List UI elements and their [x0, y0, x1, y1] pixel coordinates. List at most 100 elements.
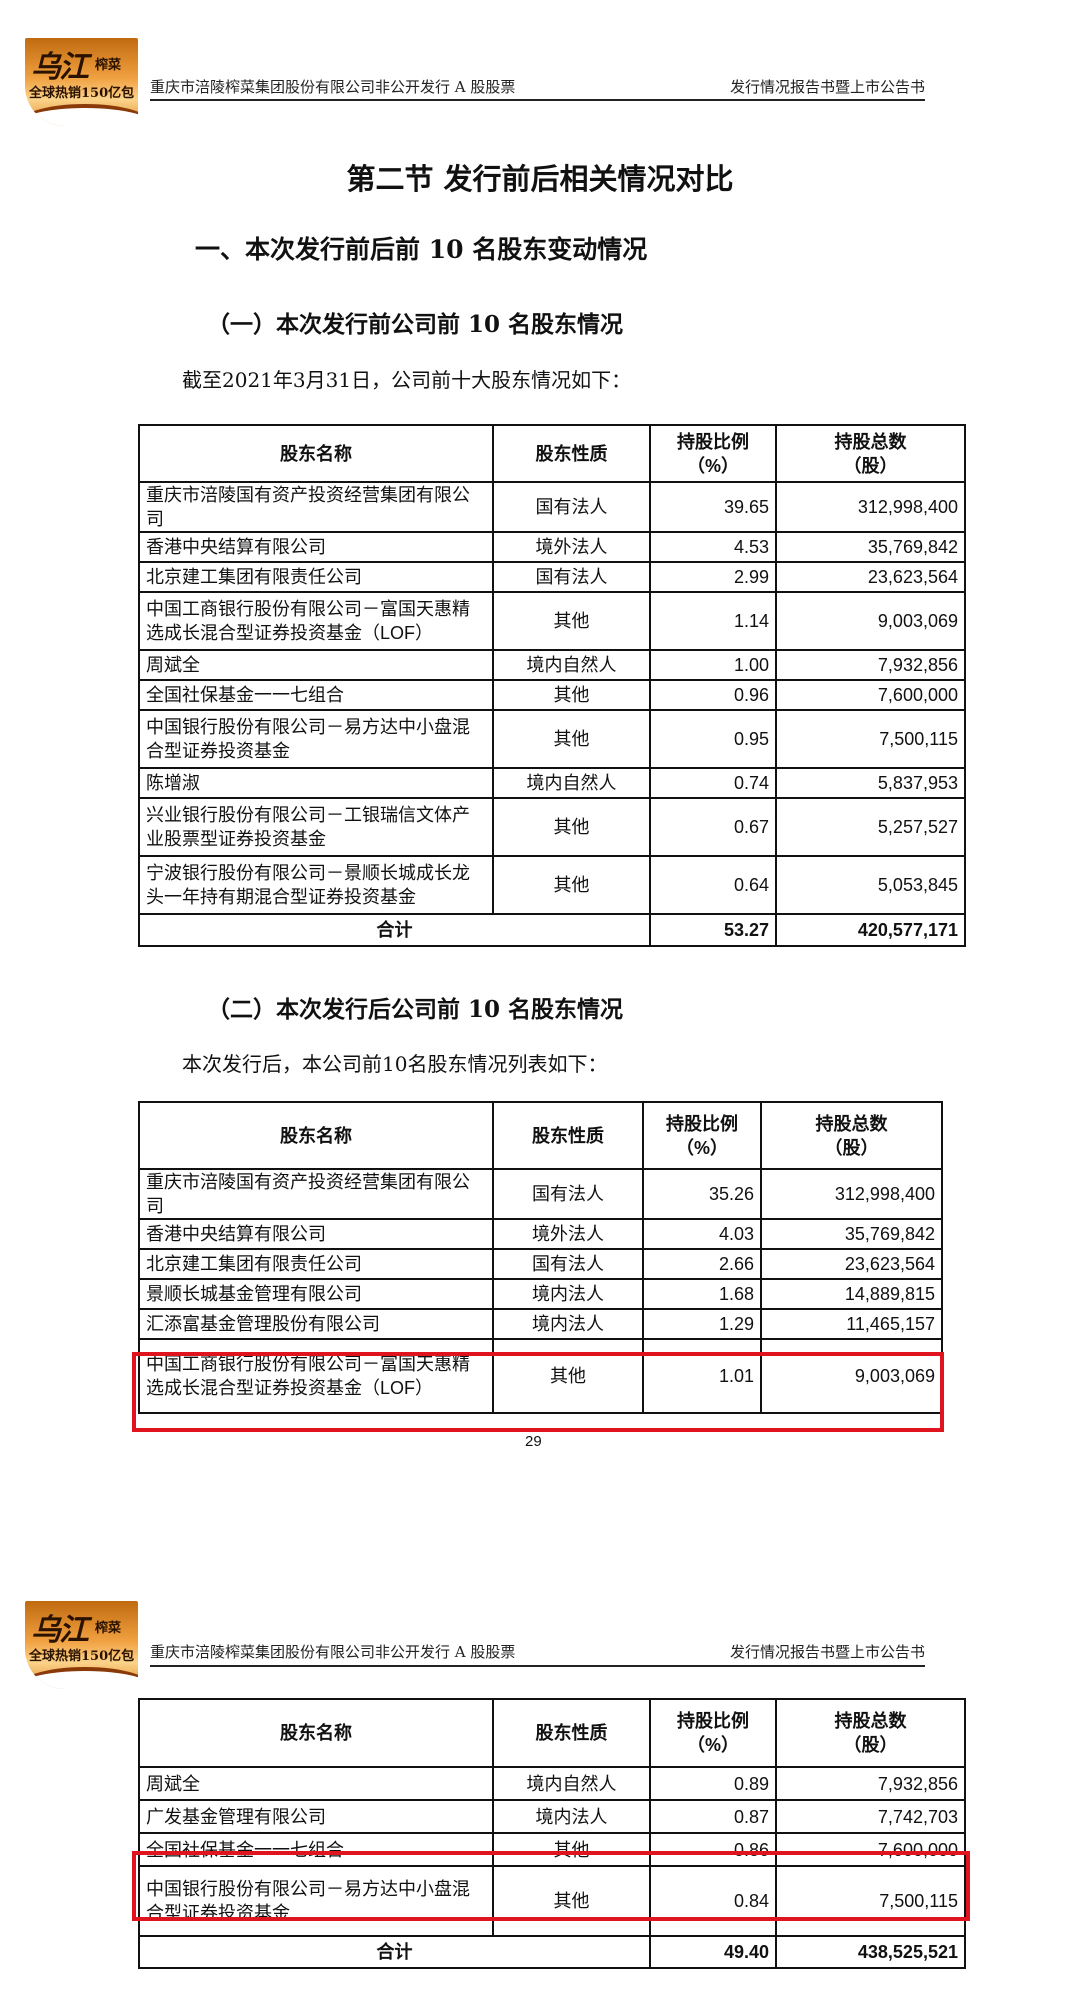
holding-ratio: 35.26: [642, 1168, 762, 1220]
header-ratio-label: 持股比例（%）: [676, 431, 749, 476]
holding-ratio: 1.68: [642, 1278, 762, 1310]
holding-ratio: 0.96: [649, 679, 777, 711]
header-ratio: 持股比例（%）: [649, 1698, 777, 1768]
total-shares: 7,932,856: [775, 649, 966, 681]
table-row: 陈增淑 境内自然人 0.74 5,837,953: [138, 767, 966, 799]
table-row: 北京建工集团有限责任公司 国有法人 2.99 23,623,564: [138, 561, 966, 593]
shareholder-name: 广发基金管理有限公司: [138, 1799, 494, 1834]
shareholder-type: 国有法人: [492, 561, 651, 593]
header-type: 股东性质: [492, 1101, 644, 1170]
table-row: 中国银行股份有限公司－易方达中小盘混合型证券投资基金 其他 0.95 7,500,11…: [138, 709, 966, 769]
total-shares: 7,600,000: [775, 679, 966, 711]
company-logo: 乌江 榨菜 全球热销150亿包: [25, 38, 138, 126]
header-ratio-label: 持股比例（%）: [676, 1711, 749, 1755]
header-ratio: 持股比例（%）: [642, 1101, 762, 1170]
shareholder-name: 香港中央结算有限公司: [138, 1218, 494, 1250]
total-row: 合计 53.27 420,577,171: [138, 913, 966, 947]
header-type: 股东性质: [492, 1698, 651, 1768]
header-shares-label: 持股总数（股）: [834, 431, 907, 476]
page-number: 29: [525, 1433, 542, 1450]
header-shares-label: 持股总数（股）: [815, 1113, 888, 1158]
holding-ratio: 1.00: [649, 649, 777, 681]
total-shares: 5,837,953: [775, 767, 966, 799]
shareholder-name: 汇添富基金管理股份有限公司: [138, 1308, 494, 1340]
total-shares: 11,465,157: [760, 1308, 943, 1340]
table-row: 重庆市涪陵国有资产投资经营集团有限公司 国有法人 39.65 312,998,400: [138, 481, 966, 533]
holding-ratio: 1.01: [642, 1338, 762, 1414]
shareholder-name: 宁波银行股份有限公司－景顺长城成长龙头一年持有期混合型证券投资基金: [138, 855, 494, 915]
total-shares: 23,623,564: [760, 1248, 943, 1280]
header-name-label: 股东名称: [280, 1125, 352, 1146]
highlight-box: [132, 1851, 970, 1921]
shareholder-type: 其他: [492, 1338, 644, 1414]
after-shareholders-table-part1: 股东名称 股东性质 持股比例（%） 持股总数（股） 重庆市涪陵国有资产投资经营集团有限公…: [138, 1101, 943, 1414]
shareholder-type: 其他: [492, 709, 651, 769]
holding-ratio: 0.67: [649, 797, 777, 857]
header-shares-label: 持股总数（股）: [834, 1711, 907, 1755]
shareholder-name: 兴业银行股份有限公司－工银瑞信文体产业股票型证券投资基金: [138, 797, 494, 857]
header-left: 重庆市涪陵榨菜集团股份有限公司非公开发行 A 股股票: [150, 1643, 516, 1661]
holding-ratio: 39.65: [649, 481, 777, 533]
shareholder-type: 境内自然人: [492, 767, 651, 799]
header-shares: 持股总数（股）: [760, 1101, 943, 1170]
header-type-label: 股东性质: [535, 443, 608, 464]
shareholder-name: 周斌全: [138, 649, 494, 681]
shareholder-name: 重庆市涪陵国有资产投资经营集团有限公司: [138, 481, 494, 533]
header-type-label: 股东性质: [532, 1125, 604, 1146]
header-divider: [150, 99, 925, 101]
total-ratio: 53.27: [649, 913, 777, 947]
total-shares: 7,500,115: [775, 1865, 966, 1937]
shareholder-type: 境内自然人: [492, 1766, 651, 1801]
holding-ratio: 0.86: [649, 1832, 777, 1867]
table-row: 广发基金管理有限公司 境内法人 0.87 7,742,703: [138, 1799, 966, 1834]
logo-brand: 乌江: [31, 1613, 89, 1648]
table-row: 兴业银行股份有限公司－工银瑞信文体产业股票型证券投资基金 其他 0.67 5,257,…: [138, 797, 966, 857]
section-title: 第二节 发行前后相关情况对比: [346, 162, 734, 196]
total-shares: 23,623,564: [775, 561, 966, 593]
shareholder-type: 其他: [492, 855, 651, 915]
header-shares: 持股总数（股）: [775, 424, 966, 483]
header-type-label: 股东性质: [535, 1723, 608, 1743]
company-logo: 乌江 榨菜 全球热销150亿包: [25, 1601, 138, 1689]
after-title: （二）本次发行后公司前 10 名股东情况: [207, 996, 624, 1023]
before-shareholders-table: 股东名称 股东性质 持股比例（%） 持股总数（股） 重庆市涪陵国有资产投资经营集团有限公…: [138, 424, 966, 947]
holding-ratio: 2.99: [649, 561, 777, 593]
shareholder-name: 中国工商银行股份有限公司－富国天惠精选成长混合型证券投资基金（LOF）: [138, 1338, 494, 1414]
shareholder-type: 境内法人: [492, 1799, 651, 1834]
shareholder-name: 北京建工集团有限责任公司: [138, 561, 494, 593]
header-name: 股东名称: [138, 424, 494, 483]
header-type: 股东性质: [492, 424, 651, 483]
shareholder-name: 北京建工集团有限责任公司: [138, 1248, 494, 1280]
table-row: 重庆市涪陵国有资产投资经营集团有限公司 国有法人 35.26 312,998,400: [138, 1168, 943, 1220]
total-label: 合计: [138, 1935, 651, 1969]
header-right: 发行情况报告书暨上市公告书: [729, 78, 925, 96]
header-shares: 持股总数（股）: [775, 1698, 966, 1768]
table-row: 北京建工集团有限责任公司 国有法人 2.66 23,623,564: [138, 1248, 943, 1280]
shareholder-name: 重庆市涪陵国有资产投资经营集团有限公司: [138, 1168, 494, 1220]
shareholder-type: 境内自然人: [492, 649, 651, 681]
header-name-label: 股东名称: [280, 443, 352, 464]
total-shares: 5,053,845: [775, 855, 966, 915]
shareholder-name: 中国银行股份有限公司－易方达中小盘混合型证券投资基金: [138, 1865, 494, 1937]
shareholder-type: 国有法人: [492, 481, 651, 533]
total-row: 合计 49.40 438,525,521: [138, 1935, 966, 1969]
holding-ratio: 1.14: [649, 591, 777, 651]
logo-product: 榨菜: [95, 1621, 122, 1636]
logo-product: 榨菜: [95, 58, 122, 73]
holding-ratio: 0.64: [649, 855, 777, 915]
table-row: 中国银行股份有限公司－易方达中小盘混合型证券投资基金 其他 0.84 7,500,11…: [138, 1865, 966, 1937]
table-row: 全国社保基金一一七组合 其他 0.86 7,600,000: [138, 1832, 966, 1867]
shareholder-type: 国有法人: [492, 1168, 644, 1220]
highlight-box: [132, 1352, 944, 1432]
total-label: 合计: [138, 913, 651, 947]
header-left: 重庆市涪陵榨菜集团股份有限公司非公开发行 A 股股票: [150, 78, 516, 96]
holding-ratio: 4.03: [642, 1218, 762, 1250]
subsection-title: 一、本次发行前后前 10 名股东变动情况: [195, 235, 648, 264]
after-shareholders-table-part2: 股东名称 股东性质 持股比例（%） 持股总数（股） 周斌全 境内自然人 0.89 7,932,…: [138, 1698, 966, 1969]
table-row: 中国工商银行股份有限公司－富国天惠精选成长混合型证券投资基金（LOF） 其他 1.0…: [138, 1338, 943, 1414]
header-divider: [150, 1665, 925, 1667]
holding-ratio: 0.95: [649, 709, 777, 769]
shareholder-name: 景顺长城基金管理有限公司: [138, 1278, 494, 1310]
shareholder-name: 中国工商银行股份有限公司－富国天惠精选成长混合型证券投资基金（LOF）: [138, 591, 494, 651]
header-name-label: 股东名称: [280, 1723, 352, 1743]
